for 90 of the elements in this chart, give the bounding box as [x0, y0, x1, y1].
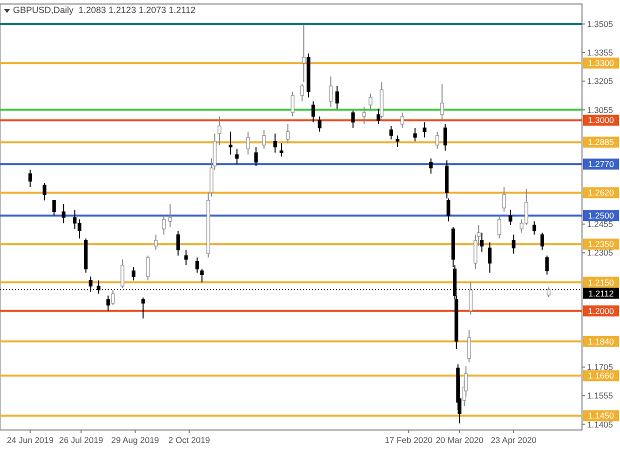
- candlestick: [546, 286, 550, 298]
- candlestick: [286, 124, 290, 144]
- candlestick: [389, 125, 393, 140]
- y-tick-label: 1.1555: [587, 390, 614, 401]
- candlestick: [218, 116, 222, 146]
- candlestick: [488, 242, 492, 274]
- ref-line-label: 1.3000: [588, 115, 614, 126]
- candlestick: [280, 142, 284, 157]
- candlestick: [120, 258, 124, 288]
- x-tick-label: 24 Jun 2019: [6, 435, 54, 445]
- candlestick: [540, 232, 544, 250]
- candlestick: [262, 129, 266, 150]
- ref-line-label: 1.2500: [588, 210, 614, 221]
- candlestick: [162, 215, 166, 236]
- ref-line-label: 1.2000: [588, 306, 614, 316]
- x-tick-label: 29 Aug 2019: [111, 435, 160, 445]
- candlestick: [413, 127, 417, 142]
- x-tick-label: 17 Feb 2020: [384, 435, 433, 445]
- candlestick: [480, 232, 484, 252]
- candlestick: [302, 24, 306, 83]
- ref-line-label: 1.2620: [588, 188, 614, 198]
- ref-line-label: 1.2770: [588, 159, 614, 170]
- candlestick: [318, 116, 322, 132]
- candlestick: [400, 112, 404, 128]
- ref-line-label: 1.3300: [588, 58, 614, 68]
- candlestick: [443, 124, 448, 152]
- candlestick: [396, 135, 400, 148]
- y-tick-label: 1.3055: [587, 104, 614, 115]
- candlestick: [532, 220, 536, 236]
- y-tick-label: 1.3505: [587, 18, 614, 29]
- candlestick: [464, 366, 468, 398]
- candlestick: [235, 148, 239, 165]
- candlestick: [300, 84, 304, 102]
- candlestick: [176, 230, 180, 256]
- candlestick: [200, 268, 204, 283]
- candlestick: [42, 182, 46, 201]
- x-tick-label: 2 Oct 2019: [168, 435, 210, 445]
- y-tick-label: 1.2455: [587, 219, 614, 230]
- candlestick: [311, 100, 316, 123]
- candlestick: [368, 93, 372, 112]
- candlestick: [468, 282, 472, 316]
- candlestick: [254, 146, 258, 167]
- candlestick: [362, 106, 366, 125]
- x-tick-label: 20 Mar 2020: [436, 435, 484, 445]
- candlestick: [154, 234, 158, 250]
- candlestick: [545, 255, 549, 276]
- candlestick: [195, 257, 199, 274]
- y-tick-label: 1.1705: [587, 362, 614, 372]
- candlestick: [512, 234, 516, 254]
- ref-line-label: 1.2350: [588, 239, 614, 250]
- ref-line-label: 1.1450: [588, 410, 614, 421]
- candlestick: [246, 131, 250, 156]
- candlestick: [132, 266, 136, 281]
- x-tick-label: 23 Apr 2020: [490, 435, 537, 445]
- candlestick: [111, 289, 115, 306]
- candlestick: [88, 276, 92, 292]
- ref-line-label: 1.2885: [588, 137, 614, 148]
- y-tick-label: 1.3205: [587, 76, 614, 86]
- y-tick-label: 1.2305: [587, 248, 614, 258]
- candlestick: [435, 131, 440, 150]
- candlestick: [28, 169, 32, 188]
- ref-line-label: 1.2150: [588, 277, 614, 288]
- candlestick: [328, 76, 333, 108]
- candlestick: [146, 255, 150, 281]
- candlestick: [62, 204, 66, 224]
- ref-line-label: 1.1660: [588, 370, 614, 381]
- candlestick: [498, 215, 502, 239]
- candlestick: [184, 249, 188, 266]
- candlestick: [429, 158, 433, 174]
- candlestick: [273, 133, 277, 154]
- candlestick: [290, 91, 294, 117]
- candlestick: [168, 204, 172, 228]
- candlestick: [106, 295, 110, 312]
- candlestick: [422, 122, 426, 138]
- candlestick: [467, 329, 471, 363]
- candlestick: [335, 85, 339, 110]
- candlestick: [502, 186, 506, 212]
- candlestick: [351, 110, 355, 128]
- candlestick: [141, 297, 145, 319]
- ref-line-label: 1.1840: [588, 336, 614, 346]
- chart-title: GBPUSD,Daily 1.2083 1.2123 1.2073 1.2112: [13, 5, 196, 15]
- candlestick: [440, 84, 444, 121]
- x-tick-label: 26 Jul 2019: [59, 435, 104, 445]
- candlestick: [52, 200, 56, 216]
- y-tick-label: 1.1405: [587, 419, 614, 430]
- candlestick: [376, 108, 380, 125]
- ref-line-label: 1.2112: [588, 288, 614, 298]
- y-tick-label: 1.3355: [587, 48, 614, 58]
- candlestick: [508, 209, 512, 226]
- candlestick: [228, 131, 232, 156]
